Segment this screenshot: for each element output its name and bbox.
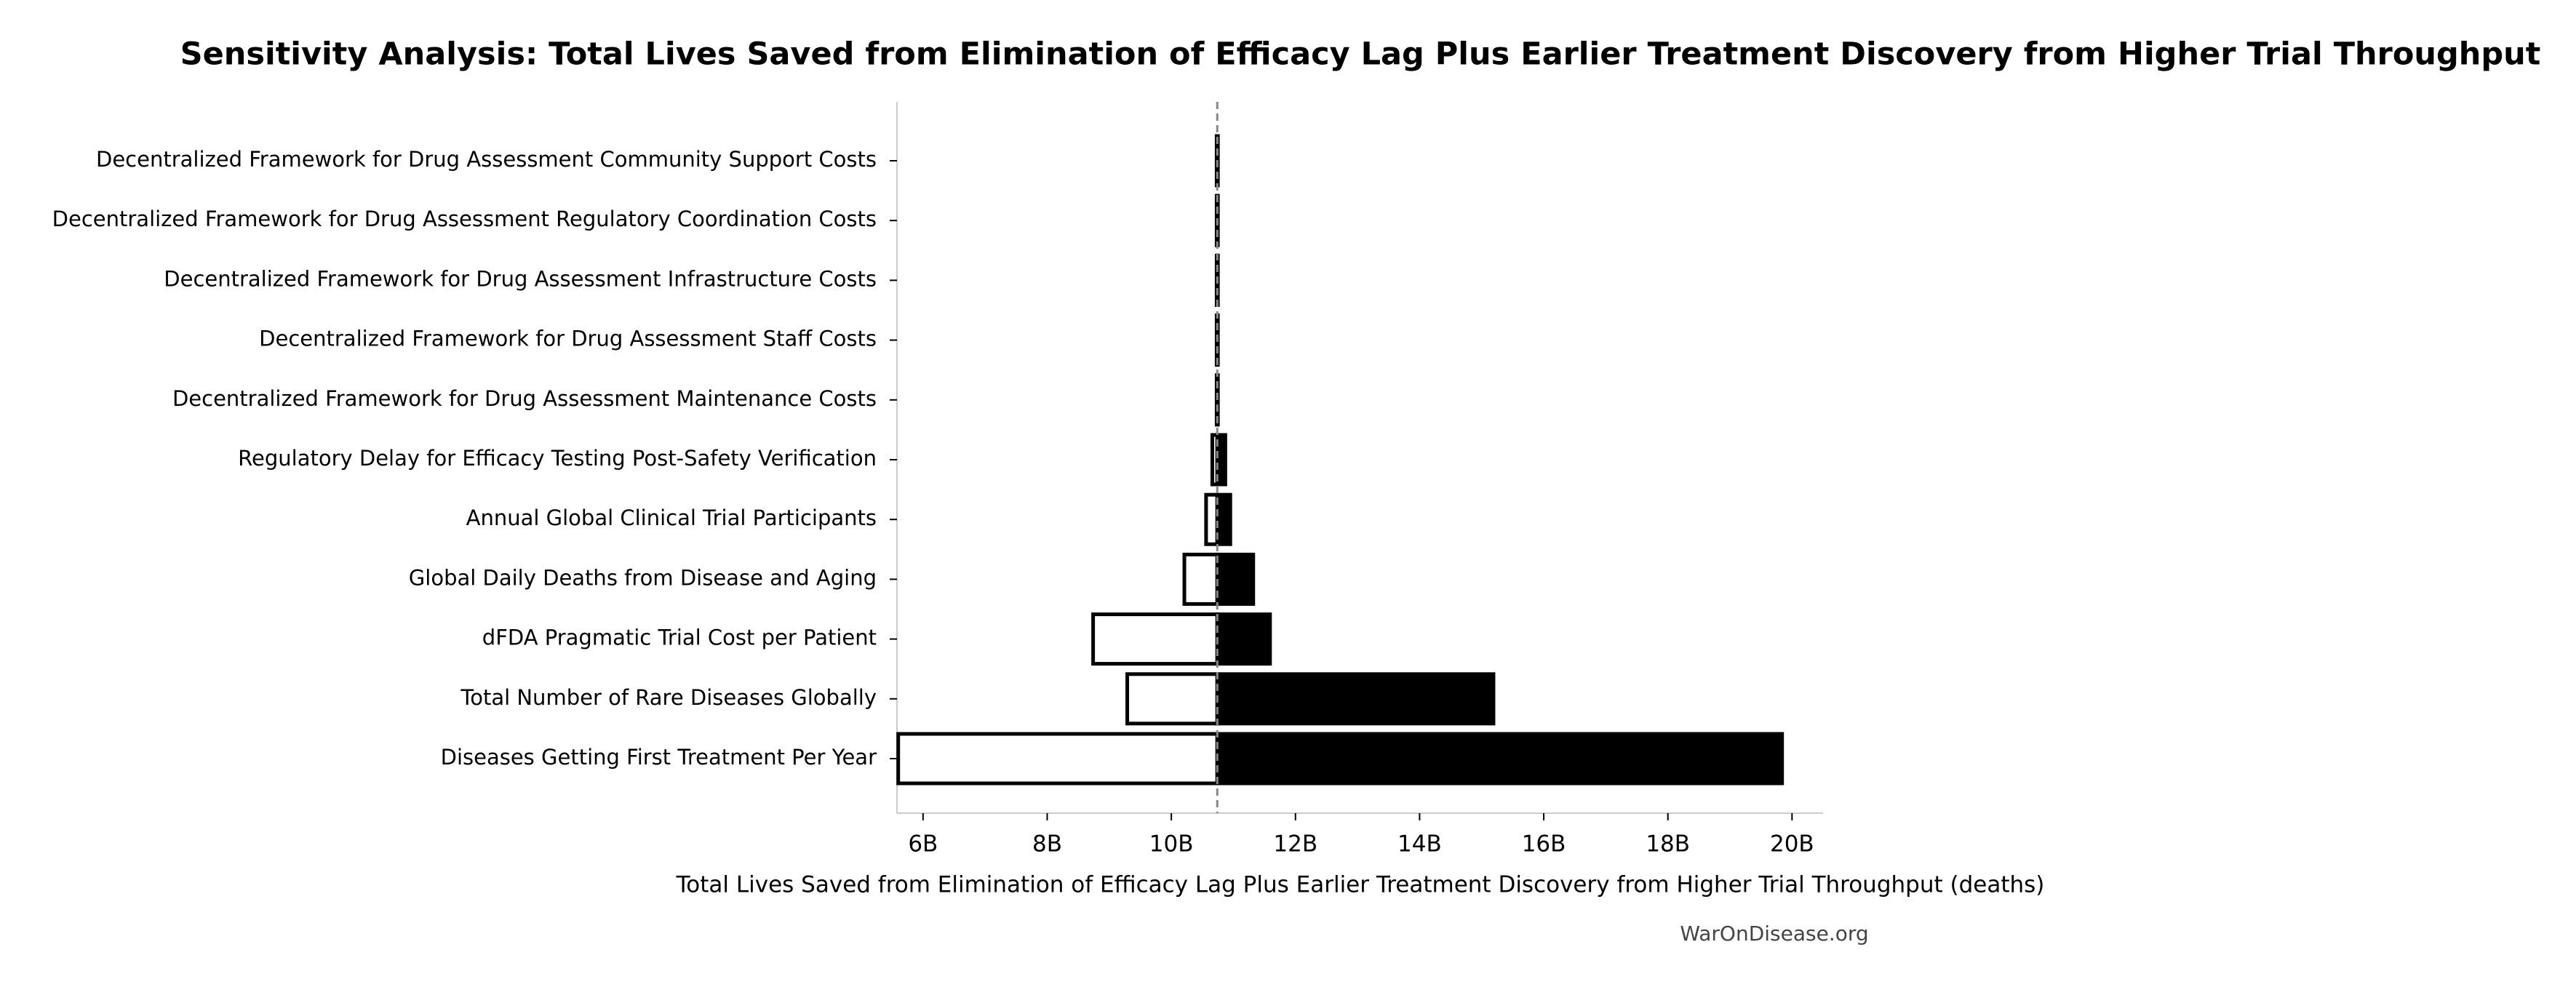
y-tick-label: Diseases Getting First Treatment Per Yea… (441, 745, 877, 770)
y-tick-label: Decentralized Framework for Drug Assessm… (164, 266, 877, 291)
y-tick-label: Decentralized Framework for Drug Assessm… (96, 147, 877, 172)
y-tick-label: Total Number of Rare Diseases Globally (460, 685, 877, 710)
low-bar (1091, 612, 1219, 666)
high-bar (1215, 612, 1272, 666)
high-bar (1215, 732, 1785, 786)
y-tick-label: Regulatory Delay for Efficacy Testing Po… (238, 446, 877, 471)
low-bar (1125, 672, 1219, 726)
high-bar (1215, 552, 1256, 606)
x-tick-label: 6B (908, 831, 938, 858)
source: WarOnDisease.org (1680, 922, 1868, 946)
x-axis-label: Total Lives Saved from Elimination of Ef… (676, 872, 2045, 898)
chart-title: Sensitivity Analysis: Total Lives Saved … (180, 36, 2541, 73)
x-tick-label: 18B (1646, 831, 1690, 858)
low-bar (896, 732, 1219, 786)
y-tick-label: dFDA Pragmatic Trial Cost per Patient (482, 626, 877, 650)
x-tick-label: 20B (1770, 831, 1814, 858)
y-tick-label: Annual Global Clinical Trial Participant… (466, 506, 877, 530)
high-bar (1215, 672, 1496, 726)
y-tick-label: Decentralized Framework for Drug Assessm… (172, 386, 877, 411)
high-bar (1215, 492, 1232, 546)
x-tick-label: 8B (1032, 831, 1062, 858)
y-tick-label: Decentralized Framework for Drug Assessm… (52, 207, 877, 231)
x-tick-label: 12B (1273, 831, 1317, 858)
x-tick-label: 16B (1522, 831, 1566, 858)
x-tick-label: 14B (1397, 831, 1442, 858)
y-tick-label: Decentralized Framework for Drug Assessm… (259, 327, 877, 351)
y-tick-label: Global Daily Deaths from Disease and Agi… (409, 565, 877, 590)
high-bar (1215, 433, 1227, 487)
low-bar (1182, 552, 1219, 606)
x-tick-label: 10B (1149, 831, 1194, 858)
